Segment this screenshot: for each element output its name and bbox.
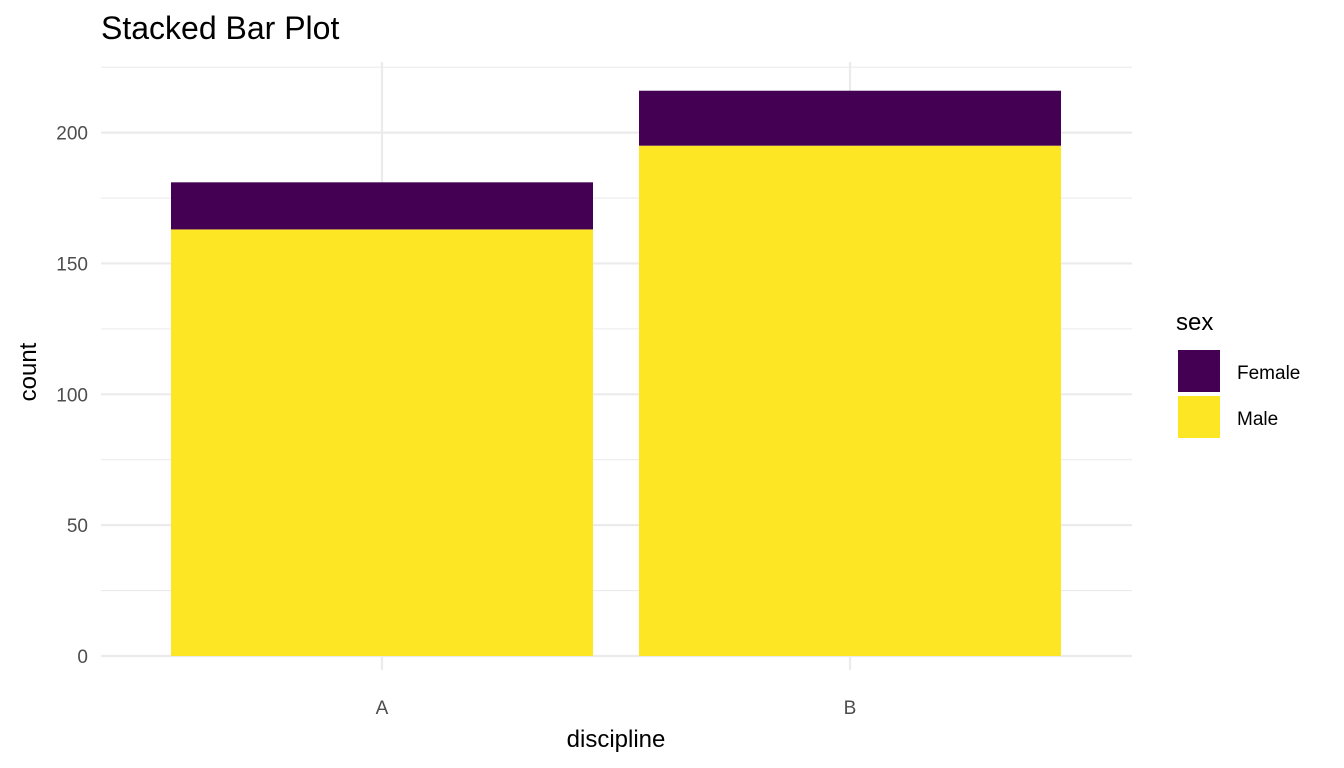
- x-axis-title: discipline: [567, 726, 666, 753]
- legend: sex Female Male: [1176, 309, 1300, 438]
- bar-segment-male-B: [639, 145, 1061, 656]
- legend-label-female: Female: [1237, 363, 1300, 384]
- legend-title: sex: [1176, 309, 1213, 336]
- bar-segment-male-A: [171, 229, 593, 656]
- bar-segment-female-B: [639, 90, 1061, 146]
- bars: [171, 90, 1061, 656]
- legend-swatch-female: [1178, 350, 1220, 392]
- y-tick-label: 200: [56, 124, 88, 145]
- chart-title: Stacked Bar Plot: [101, 10, 339, 46]
- bar-segment-female-A: [171, 182, 593, 230]
- y-tick-label: 0: [77, 647, 88, 668]
- x-tick-label: A: [376, 698, 389, 719]
- y-tick-label: 50: [67, 516, 88, 537]
- x-tick-label: B: [844, 698, 857, 719]
- y-axis-title: count: [15, 342, 42, 401]
- y-tick-label: 150: [56, 254, 88, 275]
- y-tick-label: 100: [56, 385, 88, 406]
- legend-label-male: Male: [1237, 409, 1278, 430]
- axes: 0 50 100 150 200 A B: [56, 124, 856, 719]
- legend-swatch-male: [1178, 396, 1220, 438]
- legend-items: Female Male: [1178, 350, 1300, 438]
